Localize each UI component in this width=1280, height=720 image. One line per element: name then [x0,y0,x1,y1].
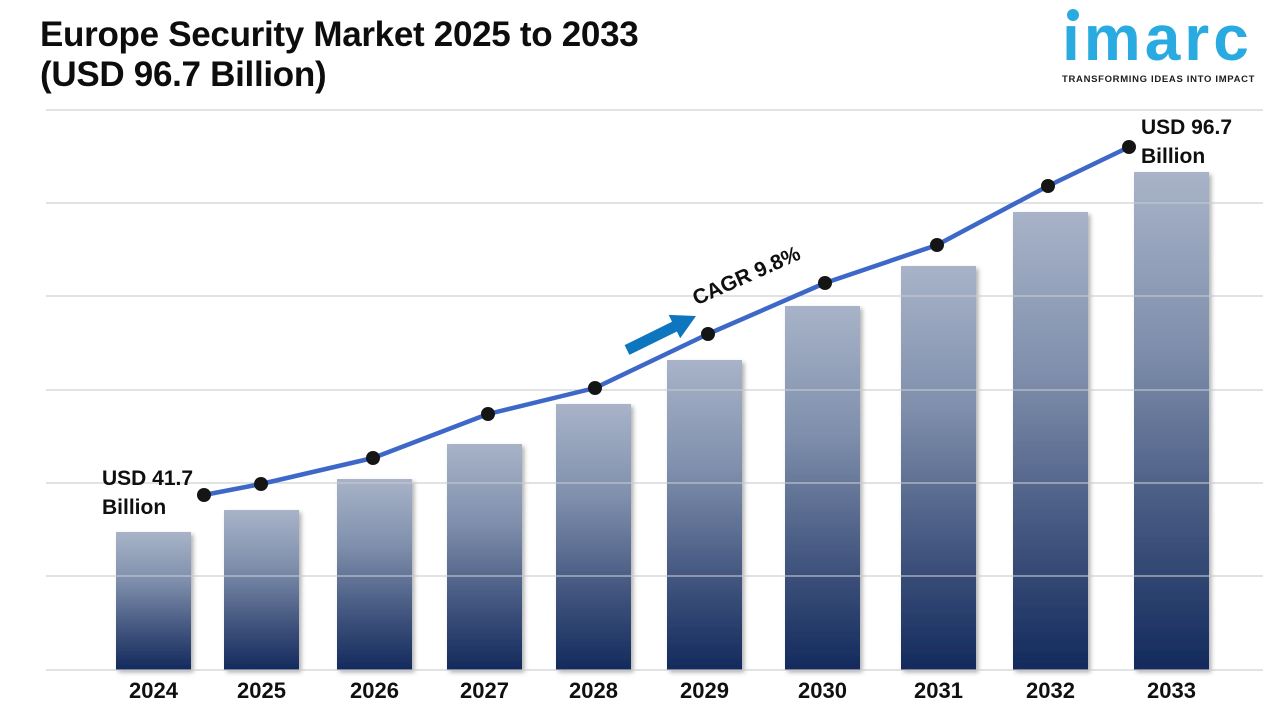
marker-2025 [254,477,268,491]
x-axis-label-2031: 2031 [914,678,963,703]
trend-line [201,144,1132,498]
imarc-logo-text: ımarc [1062,2,1253,74]
gridlines-group [46,109,1263,671]
x-axis-label-2032: 2032 [1026,678,1075,703]
bar-2033 [1134,172,1209,670]
x-axis-label-2028: 2028 [569,678,618,703]
bar-2024 [116,532,191,670]
bar-2026 [337,479,412,670]
growth-arrow-icon [624,314,696,355]
marker-2031 [930,238,944,252]
imarc-logo-tagline: TRANSFORMING IDEAS INTO IMPACT [1062,74,1256,85]
bars-group [116,172,1209,670]
marker-2028 [588,381,602,395]
x-axis-label-2025: 2025 [237,678,286,703]
imarc-logo: ımarc TRANSFORMING IDEAS INTO IMPACT [1062,6,1268,85]
start-value-line1: USD 41.7 [102,467,194,490]
bar-2030 [785,306,860,670]
bar-2029 [667,360,742,670]
marker-2029 [701,327,715,341]
marker-2032 [1041,179,1055,193]
marker-2027 [481,407,495,421]
page-title-line2: (USD 96.7 Billion) [40,55,327,94]
x-axis-label-2029: 2029 [680,678,729,703]
x-axis-label-2027: 2027 [460,678,509,703]
bar-2032 [1013,212,1088,670]
end-value-line2: Billion [1141,145,1206,168]
page-title-line1: Europe Security Market 2025 to 2033 [40,15,639,54]
bar-2027 [447,444,522,670]
start-value-line2: Billion [102,496,167,519]
x-axis-label-2026: 2026 [350,678,399,703]
bar-2025 [224,510,299,670]
x-axis-label-2030: 2030 [798,678,847,703]
marker-2026 [366,451,380,465]
trend-markers-group [197,140,1136,502]
marker-2030 [818,276,832,290]
marker-2024 [197,488,211,502]
bar-2028 [556,404,631,670]
marker-2033 [1122,140,1136,154]
imarc-logo-i-dot-icon [1067,9,1079,21]
x-axis-label-2024: 2024 [129,678,178,703]
x-axis-label-2033: 2033 [1147,678,1196,703]
imarc-logo-wordmark: ımarc [1062,6,1268,72]
end-value-line1: USD 96.7 [1141,116,1233,139]
start-value-label: USD 41.7 Billion [102,464,193,522]
bar-2031 [901,266,976,670]
end-value-label: USD 96.7 Billion [1141,113,1232,171]
page-title: Europe Security Market 2025 to 2033 (USD… [40,15,639,95]
